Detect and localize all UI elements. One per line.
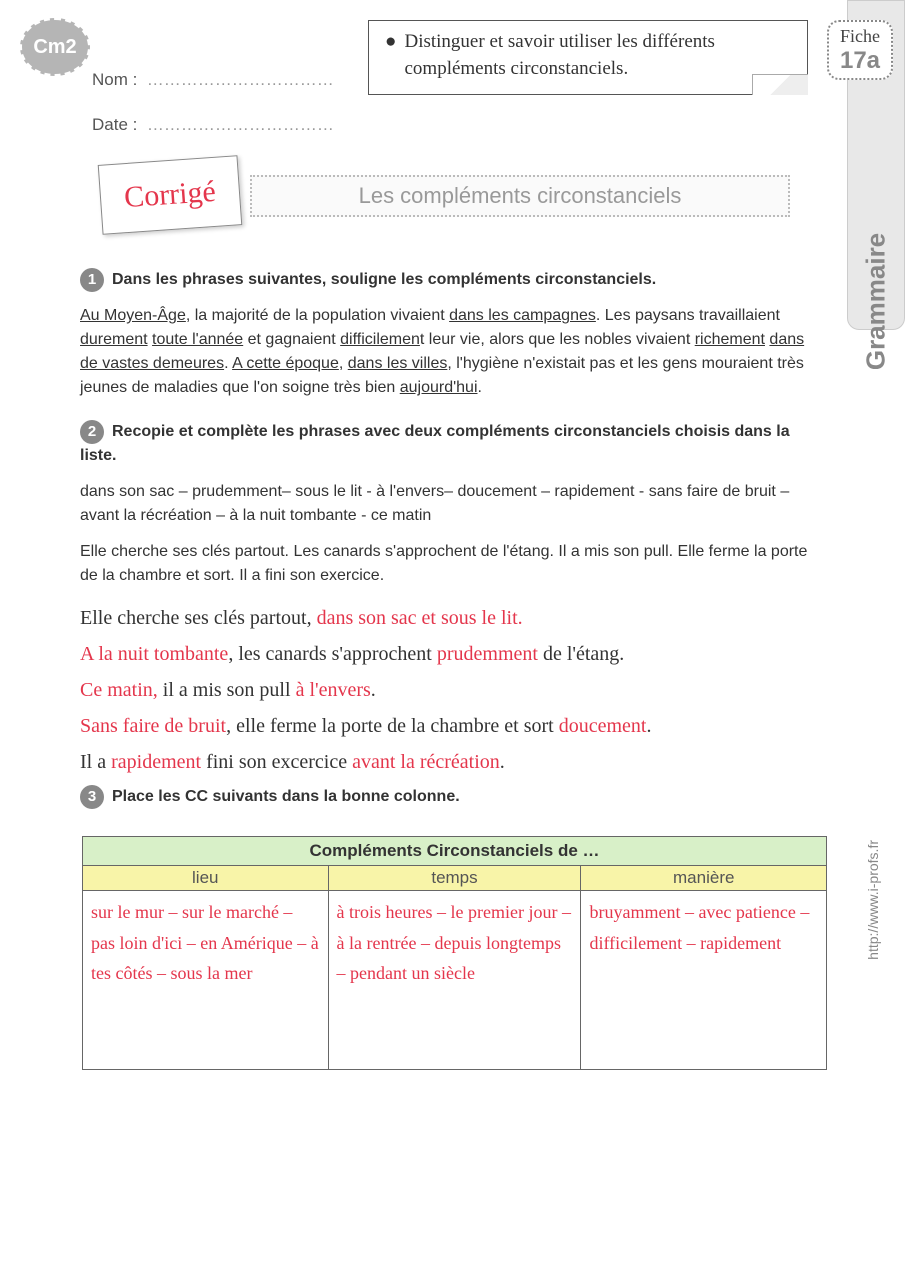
table-title: Compléments Circonstanciels de … bbox=[83, 837, 827, 866]
objective-box: ●Distinguer et savoir utiliser les diffé… bbox=[368, 20, 808, 95]
cell-lieu: sur le mur – sur le marché – pas loin d'… bbox=[83, 891, 329, 1070]
ex2-list: dans son sac – prudemment– sous le lit -… bbox=[80, 480, 810, 528]
cc-table: Compléments Circonstanciels de … lieu te… bbox=[82, 836, 827, 1070]
subject-text: Grammaire bbox=[861, 233, 892, 370]
ex3-instruction: Place les CC suivants dans la bonne colo… bbox=[112, 788, 460, 805]
corrige-card: Corrigé bbox=[98, 155, 243, 235]
col-lieu: lieu bbox=[83, 866, 329, 891]
name-field: Nom : …………………………… bbox=[92, 70, 334, 90]
fiche-number: 17a bbox=[829, 47, 891, 75]
ex1-instruction: Dans les phrases suivantes, souligne les… bbox=[112, 271, 656, 288]
ex2-number: 2 bbox=[80, 420, 104, 444]
cell-temps: à trois heures – le premier jour – à la … bbox=[328, 891, 581, 1070]
col-temps: temps bbox=[328, 866, 581, 891]
worksheet-title: Les compléments circonstanciels bbox=[250, 175, 790, 217]
ex2-base: Elle cherche ses clés partout. Les canar… bbox=[80, 540, 810, 588]
corrige-text: Corrigé bbox=[123, 175, 217, 215]
exercise-2: 2Recopie et complète les phrases avec de… bbox=[80, 420, 810, 780]
cell-maniere: bruyamment – avec patience – difficileme… bbox=[581, 891, 827, 1070]
source-url: http://www.i-profs.fr bbox=[865, 840, 881, 960]
ex2-answers: Elle cherche ses clés partout, dans son … bbox=[80, 600, 810, 780]
ex3-number: 3 bbox=[80, 785, 104, 809]
objective-text: Distinguer et savoir utiliser les différ… bbox=[404, 29, 791, 82]
fiche-label: Fiche bbox=[829, 26, 891, 47]
ex1-number: 1 bbox=[80, 268, 104, 292]
ex1-text: Au Moyen-Âge, la majorité de la populati… bbox=[80, 304, 810, 400]
fiche-badge: Fiche 17a bbox=[827, 20, 893, 80]
grade-badge: Cm2 bbox=[20, 18, 90, 76]
exercise-3: 3 Place les CC suivants dans la bonne col… bbox=[80, 785, 810, 809]
date-field: Date : …………………………… bbox=[92, 115, 334, 135]
exercise-1: 1 Dans les phrases suivantes, souligne le… bbox=[80, 268, 810, 400]
ex2-instruction: Recopie et complète les phrases avec deu… bbox=[80, 423, 790, 464]
col-maniere: manière bbox=[581, 866, 827, 891]
